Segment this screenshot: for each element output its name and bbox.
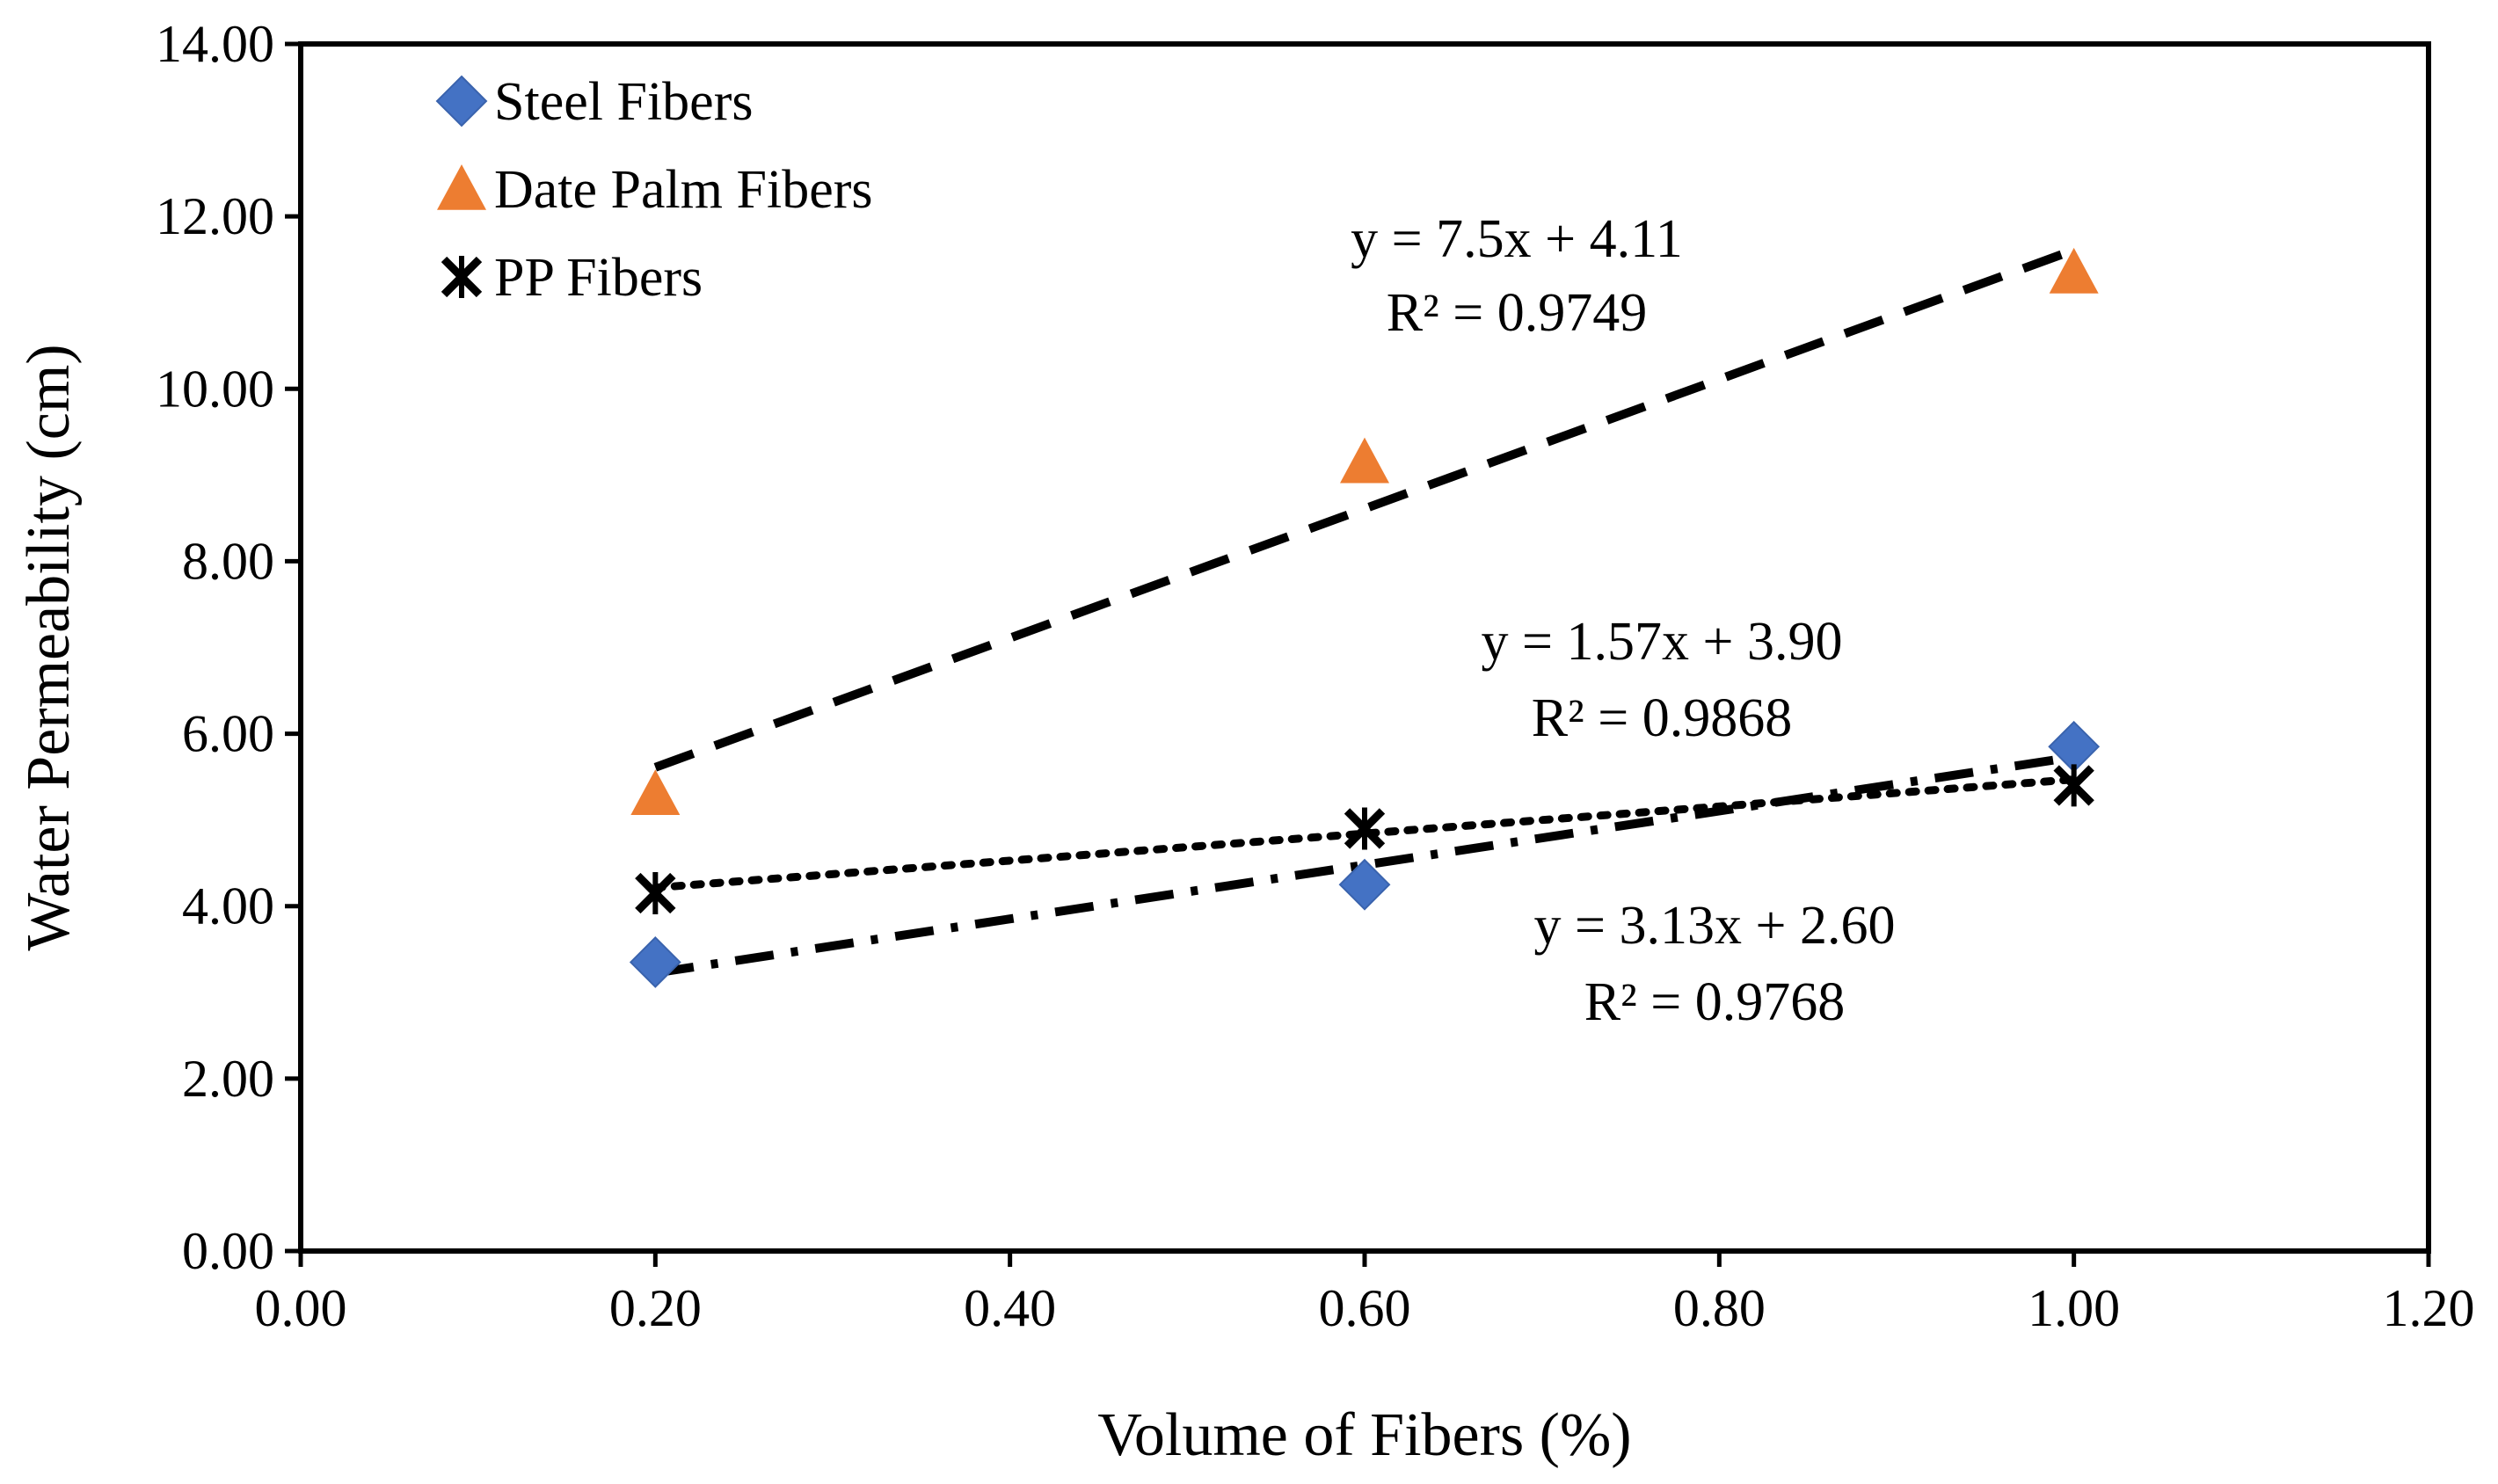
x-tick-label: 0.00 bbox=[255, 1279, 347, 1337]
x-tick-label: 1.00 bbox=[2028, 1279, 2120, 1337]
data-point-date-palm-fibers bbox=[630, 769, 681, 816]
x-tick-label: 0.80 bbox=[1673, 1279, 1766, 1337]
y-tick-label: 10.00 bbox=[156, 360, 274, 418]
y-tick-label: 4.00 bbox=[182, 877, 274, 935]
legend-marker-steel-fibers bbox=[435, 75, 488, 127]
legend-marker-date-palm-fibers bbox=[437, 164, 486, 210]
legend-entry-label: Steel Fibers bbox=[494, 72, 753, 132]
data-point-steel-fibers bbox=[629, 936, 681, 988]
data-point-pp-fibers bbox=[635, 872, 676, 915]
data-point-steel-fibers bbox=[2048, 720, 2101, 773]
trendline-pp-fibers bbox=[651, 775, 2079, 892]
y-tick-label: 6.00 bbox=[182, 705, 274, 763]
trendline-date-palm-fibers bbox=[653, 245, 2076, 772]
trendline-equation: y = 1.57x + 3.90 bbox=[1482, 612, 1843, 672]
x-tick-label: 1.20 bbox=[2383, 1279, 2475, 1337]
trendline-r-squared: R² = 0.9749 bbox=[1387, 283, 1647, 343]
trendline-equation: y = 7.5x + 4.11 bbox=[1351, 209, 1683, 269]
x-axis-title: Volume of Fibers (%) bbox=[1097, 1401, 1631, 1469]
y-tick-label: 14.00 bbox=[156, 15, 274, 73]
legend-entry-label: PP Fibers bbox=[494, 248, 703, 308]
trendline-r-squared: R² = 0.9868 bbox=[1532, 688, 1792, 748]
trendlines-layer bbox=[651, 245, 2079, 978]
trendline-r-squared: R² = 0.9768 bbox=[1584, 972, 1845, 1032]
axes-layer bbox=[285, 41, 2431, 1267]
legend-entry-label: Date Palm Fibers bbox=[494, 160, 873, 220]
x-tick-label: 0.40 bbox=[964, 1279, 1056, 1337]
y-axis-title: Water Permeability (cm) bbox=[15, 344, 83, 950]
x-tick-label: 0.20 bbox=[609, 1279, 702, 1337]
data-point-pp-fibers bbox=[2053, 764, 2094, 807]
y-tick-label: 8.00 bbox=[182, 532, 274, 590]
y-tick-label: 2.00 bbox=[182, 1050, 274, 1108]
trendline-equation: y = 3.13x + 2.60 bbox=[1534, 896, 1896, 956]
y-tick-label: 12.00 bbox=[156, 187, 274, 245]
legend-marker-pp-fibers bbox=[441, 256, 483, 298]
data-point-date-palm-fibers bbox=[1340, 437, 1389, 484]
markers-layer bbox=[629, 247, 2101, 988]
data-point-date-palm-fibers bbox=[2049, 247, 2099, 294]
x-tick-label: 0.60 bbox=[1319, 1279, 1411, 1337]
labels-layer: 0.00 2.00 4.00 6.00 8.00 10.00 12.00 14.00 0.00 0… bbox=[15, 15, 2475, 1469]
y-tick-label: 0.00 bbox=[182, 1222, 274, 1280]
trendline-steel-fibers bbox=[654, 753, 2075, 978]
data-point-pp-fibers bbox=[1344, 807, 1386, 850]
data-point-steel-fibers bbox=[1338, 858, 1391, 911]
